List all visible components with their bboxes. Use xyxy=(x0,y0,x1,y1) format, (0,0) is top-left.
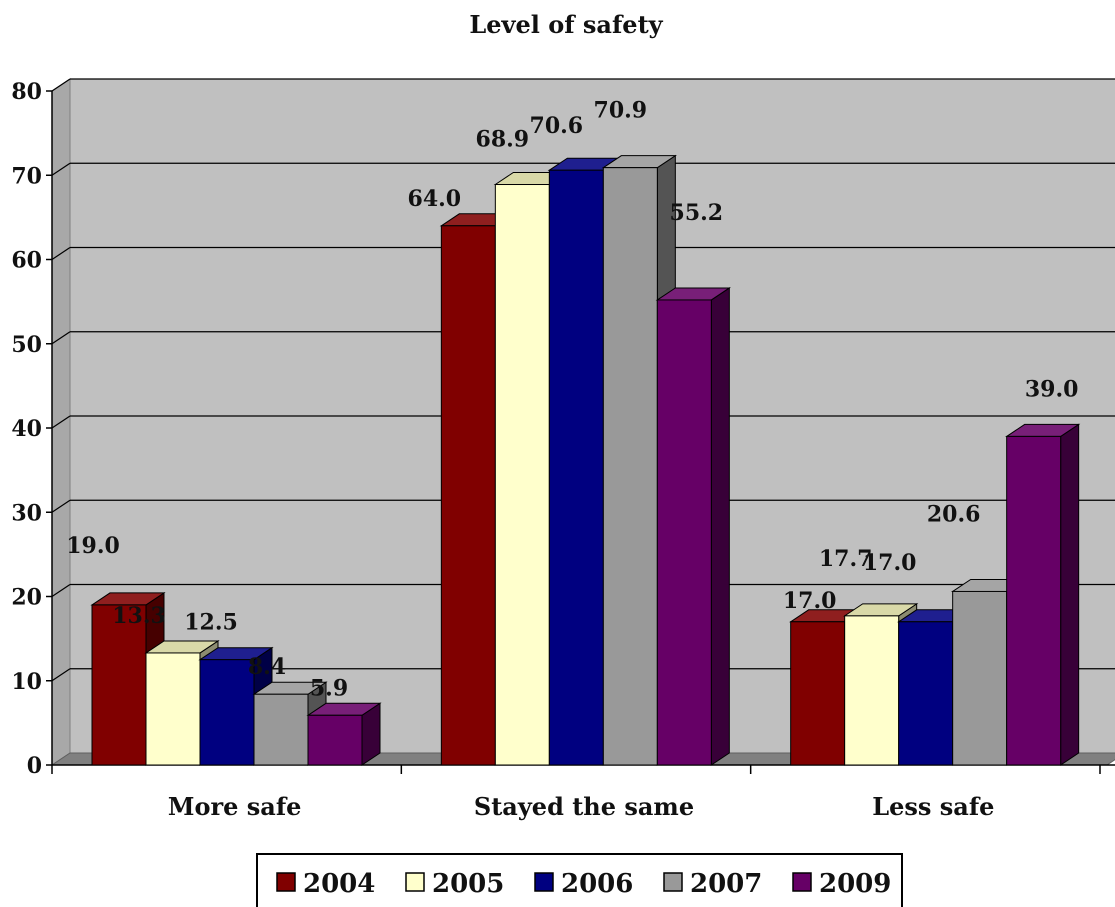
bar xyxy=(1005,423,1081,766)
legend-label: 2007 xyxy=(690,869,762,899)
data-label: 17.0 xyxy=(863,550,917,576)
gridline-side xyxy=(51,499,71,513)
legend-swatch xyxy=(792,872,812,892)
category-label: Less safe xyxy=(872,792,994,821)
gridline-side xyxy=(51,331,71,345)
y-tick-label: 0 xyxy=(27,753,42,779)
data-labels: 19.0 13.3 12.5 8.4 5.9 64.0 68.970.6 70.9 55.2 17… xyxy=(66,98,1078,702)
x-axis: More safe Stayed the same Less safe xyxy=(51,764,1115,821)
gridline-side xyxy=(51,247,71,260)
legend-swatch xyxy=(534,872,554,892)
chart-title: Level of safety xyxy=(469,10,663,39)
gridline-side xyxy=(51,162,71,176)
bars xyxy=(90,154,1081,766)
y-tick-label: 80 xyxy=(11,79,42,105)
category-label: Stayed the same xyxy=(474,792,694,821)
data-label: 19.0 xyxy=(66,533,120,559)
y-tick-label: 50 xyxy=(11,332,42,358)
category-label: More safe xyxy=(168,792,302,821)
legend-item: 2004 xyxy=(276,869,375,899)
gridline-side xyxy=(51,668,71,682)
legend-swatch xyxy=(663,872,683,892)
y-tick-label: 30 xyxy=(11,500,42,526)
legend-item: 2006 xyxy=(534,869,633,899)
legend: 2004 2005 2006 2007 2009 xyxy=(256,853,903,907)
legend-item: 2007 xyxy=(663,869,762,899)
bar xyxy=(306,702,382,766)
legend-swatch xyxy=(276,872,296,892)
data-label: 17.0 xyxy=(783,588,837,614)
gridline-side xyxy=(51,78,71,92)
legend-label: 2005 xyxy=(432,869,504,899)
data-label: 70.6 xyxy=(530,113,584,139)
y-axis: 0 10 20 30 40 50 60 70 80 xyxy=(11,79,53,779)
data-label: 70.9 xyxy=(594,98,648,124)
data-label: 12.5 xyxy=(184,610,238,636)
data-label: 8.4 xyxy=(248,654,286,680)
gridline-side xyxy=(51,415,71,429)
data-label: 68.9 xyxy=(476,127,530,153)
data-label: 13.3 xyxy=(112,603,166,629)
y-tick-label: 60 xyxy=(11,248,42,274)
data-label: 39.0 xyxy=(1025,376,1079,402)
data-label: 20.6 xyxy=(927,501,981,527)
legend-label: 2006 xyxy=(561,869,633,899)
gridline-side xyxy=(51,584,71,597)
y-tick-label: 40 xyxy=(11,416,42,442)
legend-swatch xyxy=(405,872,425,892)
data-label: 64.0 xyxy=(408,186,462,212)
data-label: 17.7 xyxy=(819,546,873,572)
y-tick-label: 10 xyxy=(11,669,42,695)
y-tick-label: 20 xyxy=(11,585,42,611)
bar xyxy=(655,287,731,766)
data-label: 5.9 xyxy=(310,675,348,701)
data-label: 55.2 xyxy=(670,200,724,226)
y-tick-label: 70 xyxy=(11,163,42,189)
legend-item: 2009 xyxy=(792,869,891,899)
legend-label: 2004 xyxy=(303,869,375,899)
legend-item: 2005 xyxy=(405,869,504,899)
legend-label: 2009 xyxy=(819,869,891,899)
